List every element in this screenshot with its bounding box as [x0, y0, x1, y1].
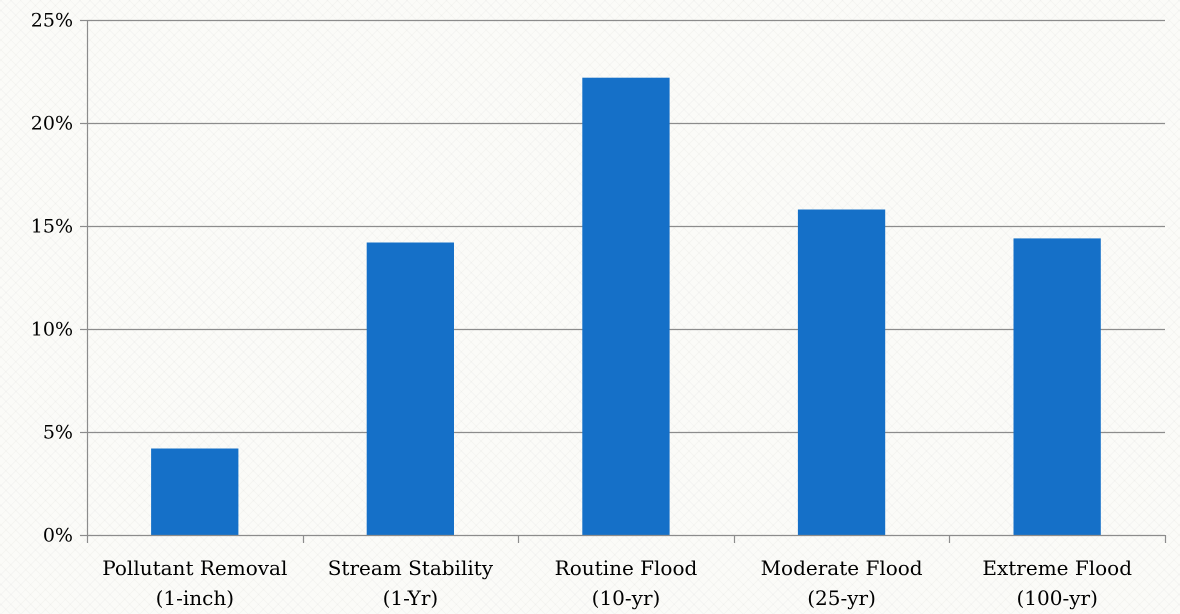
y-tick-label: 5%	[43, 422, 73, 444]
x-category-name: Routine Flood	[555, 556, 698, 580]
y-tick-label: 15%	[31, 216, 73, 238]
bars	[151, 77, 1101, 535]
x-category-label: Extreme Flood (100-yr)	[982, 556, 1132, 610]
bar	[366, 242, 454, 535]
bar	[797, 209, 886, 535]
x-category-label: Moderate Flood (25-yr)	[761, 556, 923, 610]
x-category-name: Stream Stability	[328, 556, 494, 580]
y-tick-label: 0%	[43, 525, 73, 547]
y-tick-label: 10%	[31, 319, 73, 341]
x-category-subtitle: (100-yr)	[1016, 586, 1097, 610]
x-category-subtitle: (25-yr)	[807, 586, 876, 610]
x-category-name: Moderate Flood	[761, 556, 923, 580]
x-category-name: Extreme Flood	[982, 556, 1132, 580]
x-category-subtitle: (1-inch)	[156, 586, 234, 610]
x-category-label: Pollutant Removal (1-inch)	[102, 556, 287, 610]
x-category-label: Stream Stability (1-Yr)	[328, 556, 494, 610]
x-category-subtitle: (1-Yr)	[383, 586, 439, 610]
y-tick-label: 25%	[31, 10, 73, 32]
x-category-name: Pollutant Removal	[102, 556, 287, 580]
bar	[151, 448, 239, 535]
axes	[80, 19, 1167, 543]
axis-labels: 0% 5% 10% 15% 20% 25% Pollutant Removal (1-inch…	[31, 10, 1132, 611]
y-tick-label: 20%	[31, 113, 73, 135]
bar	[1013, 238, 1101, 535]
x-category-label: Routine Flood (10-yr)	[555, 556, 698, 610]
x-category-subtitle: (10-yr)	[592, 586, 661, 610]
bar	[582, 77, 670, 535]
